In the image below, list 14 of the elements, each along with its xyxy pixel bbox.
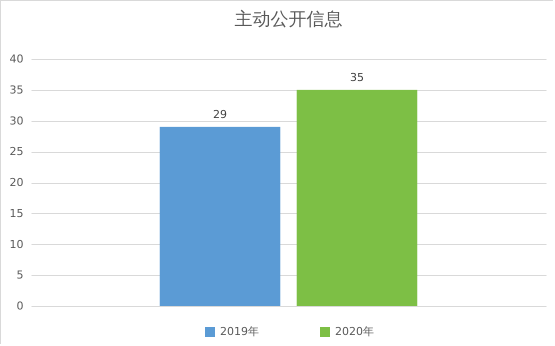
data-label: 29 <box>213 108 228 121</box>
legend-label: 2020年 <box>335 325 374 338</box>
legend-label: 2019年 <box>220 325 259 338</box>
y-tick-label: 35 <box>10 83 24 96</box>
y-tick-label: 15 <box>10 206 24 220</box>
data-label: 35 <box>350 70 364 84</box>
y-tick-label: 10 <box>10 238 24 251</box>
y-tick-label: 25 <box>10 145 24 158</box>
y-tick-label: 30 <box>10 114 24 128</box>
y-tick-label: 5 <box>16 268 24 282</box>
y-tick-label: 40 <box>10 52 24 66</box>
y-tick-label: 0 <box>16 300 24 312</box>
chart-title: 主动公开信息 <box>234 9 342 30</box>
y-tick-label: 20 <box>10 176 24 189</box>
